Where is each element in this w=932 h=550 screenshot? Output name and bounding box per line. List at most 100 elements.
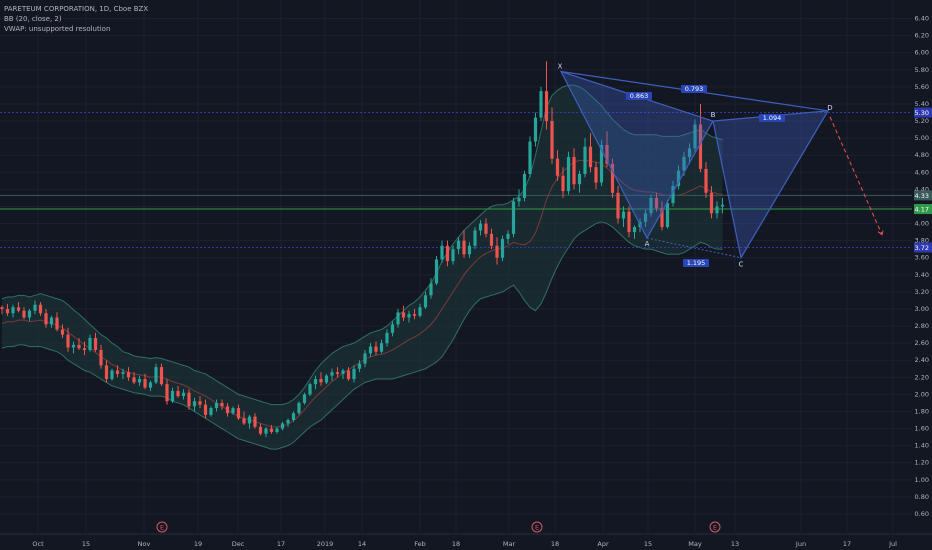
symbol-title[interactable]: PARETEUM CORPORATION, 1D, Cboe BZX [4, 5, 149, 13]
price-axis[interactable]: 6.40 6.20 6.00 5.80 5.60 5.40 5.20 5.00 4.80 4.60… [914, 0, 932, 550]
candlesticks[interactable] [0, 61, 725, 438]
candle-body-81 [445, 245, 450, 262]
ratio-label-0: 0.863 [630, 92, 649, 100]
candle-body-4 [22, 310, 26, 318]
time-tick-8: Feb [414, 540, 426, 548]
price-tick-3: 5.80 [915, 66, 929, 74]
price-tick-0: 6.40 [915, 15, 929, 23]
candle-body-76 [418, 307, 422, 316]
candle-body-107 [588, 146, 593, 168]
candle-body-111 [610, 163, 615, 193]
price-tick-29: 0.60 [915, 510, 929, 518]
candle-body-112 [616, 192, 620, 219]
time-tick-18: Jul [888, 540, 897, 548]
candle-body-13 [71, 344, 76, 348]
candle-body-105 [577, 174, 582, 185]
candle-body-87 [478, 223, 483, 231]
candle-body-27 [148, 382, 153, 388]
candle-body-108 [594, 167, 598, 183]
bb-lower-band [1, 221, 723, 450]
candle-body-101 [555, 158, 560, 176]
candle-body-48 [264, 428, 268, 434]
candle-body-3 [16, 307, 21, 311]
candle-body-75 [412, 314, 417, 316]
time-tick-15: 13 [731, 540, 739, 548]
earnings-marker-label-2: E [713, 524, 717, 532]
time-tick-10: Mar [503, 540, 516, 548]
time-tick-0: Oct [32, 540, 44, 548]
candle-body-54 [297, 402, 301, 414]
time-tick-4: Dec [232, 540, 245, 548]
candle-body-58 [319, 379, 323, 383]
vwap-indicator-label[interactable]: VWAP: unsupported resolution [4, 25, 111, 33]
pattern-ac-leg [646, 237, 742, 259]
candle-body-39 [214, 402, 219, 409]
price-tick-5: 5.40 [915, 100, 929, 108]
candle-body-43 [236, 408, 241, 419]
candle-body-23 [126, 372, 131, 378]
candle-body-98 [539, 91, 543, 118]
candle-body-109 [599, 144, 604, 183]
price-tick-12: 4.00 [915, 220, 929, 228]
candle-body-1 [5, 308, 10, 314]
time-tick-16: Jun [795, 540, 806, 548]
candle-body-92 [506, 233, 510, 239]
time-tick-13: 15 [644, 540, 652, 548]
horizontal-lines [0, 112, 912, 248]
candle-body-115 [632, 226, 637, 233]
candle-body-30 [165, 384, 169, 402]
price-tick-24: 1.60 [915, 425, 929, 433]
candle-body-10 [55, 317, 59, 330]
candle-body-59 [324, 375, 329, 383]
price-tick-20: 2.40 [915, 356, 929, 364]
ratio-box-1 [681, 85, 707, 93]
candle-body-74 [407, 314, 411, 318]
candle-body-93 [511, 201, 516, 234]
candle-body-5 [27, 310, 32, 318]
ratio-label-2: 1.094 [763, 114, 782, 122]
time-tick-17: 17 [843, 540, 851, 548]
candle-body-127 [698, 124, 703, 169]
candle-body-90 [495, 245, 499, 258]
candle-body-84 [462, 240, 466, 255]
pattern-point-b: B [711, 111, 716, 119]
time-axis[interactable]: Oct 15 Nov 19 Dec 17 2019 14 Feb 18 Mar 18 Apr 15 May 1… [0, 533, 932, 548]
pattern-point-d: D [827, 104, 832, 112]
candle-body-24 [132, 377, 136, 383]
price-label-box-2 [914, 204, 932, 215]
candle-body-56 [308, 384, 312, 395]
candle-body-18 [99, 349, 103, 366]
earnings-marker-2 [709, 521, 721, 533]
harmonic-pattern[interactable]: X A B C D 0.863 0.793 1.094 1.195 [558, 63, 884, 269]
candle-body-83 [456, 240, 461, 250]
price-tick-17: 3.00 [915, 305, 929, 313]
price-tick-26: 1.20 [915, 459, 929, 467]
earnings-marker-0 [156, 521, 168, 533]
price-tick-16: 3.20 [915, 288, 929, 296]
candle-body-78 [429, 283, 433, 296]
candle-body-125 [687, 148, 692, 157]
candle-body-124 [682, 156, 686, 171]
price-tick-4: 5.60 [915, 83, 929, 91]
candle-body-117 [643, 213, 648, 222]
time-tick-1: 15 [82, 540, 90, 548]
candle-body-38 [209, 408, 213, 415]
time-tick-12: Apr [597, 540, 609, 548]
candle-body-79 [434, 259, 439, 284]
candle-body-73 [401, 312, 406, 318]
candle-body-14 [77, 344, 81, 349]
candle-body-26 [143, 379, 147, 388]
candle-body-102 [561, 175, 565, 192]
candle-body-128 [704, 168, 708, 193]
candle-body-100 [550, 121, 554, 159]
candle-body-103 [566, 156, 571, 192]
candle-body-6 [33, 304, 37, 311]
bb-indicator-label[interactable]: BB (20, close, 2) [4, 15, 62, 23]
price-tick-23: 1.80 [915, 407, 929, 415]
candle-body-25 [137, 379, 142, 383]
ratio-label-3: 1.195 [687, 259, 706, 267]
ratio-label-1: 0.793 [685, 85, 704, 93]
candle-body-50 [275, 428, 279, 432]
